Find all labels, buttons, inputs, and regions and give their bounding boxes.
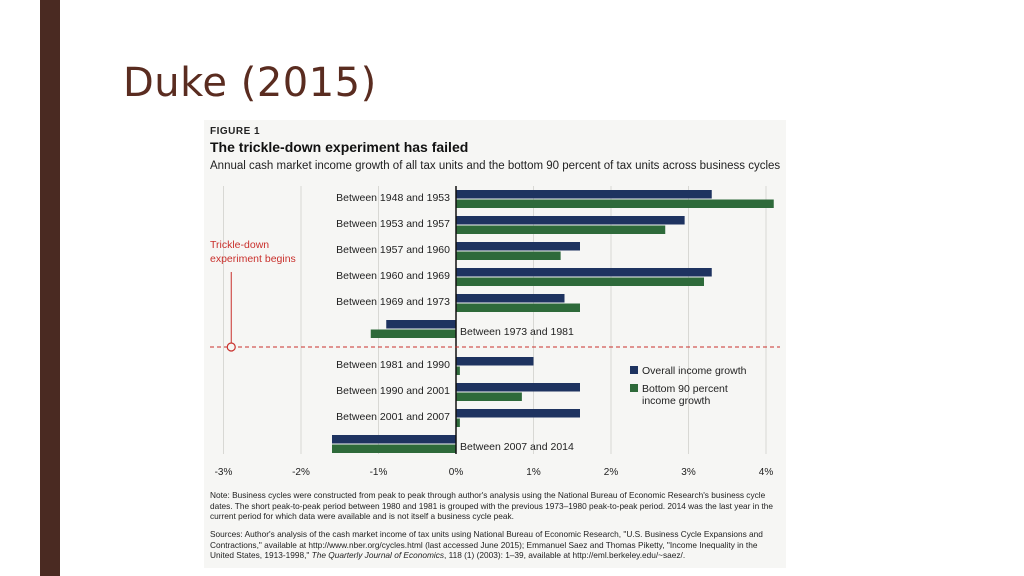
x-tick-label: 1% <box>526 467 541 478</box>
sources-text: Sources: Author's analysis of the cash m… <box>210 529 763 561</box>
category-labels: Between 1948 and 1953 Between 1953 and 19… <box>336 192 574 453</box>
figure-label: FIGURE 1 <box>210 126 261 137</box>
annotation: Trickle-down experiment begins <box>210 239 780 352</box>
bar-bottom90 <box>456 392 522 401</box>
chart-title: The trickle-down experiment has failed <box>210 139 469 155</box>
x-tick-label: -1% <box>370 467 388 478</box>
category-label: Between 1960 and 1969 <box>336 270 450 282</box>
annotation-text: experiment begins <box>210 253 296 265</box>
bar-bottom90 <box>456 303 580 312</box>
category-label: Between 1990 and 2001 <box>336 385 450 397</box>
sources-journal: The Quarterly Journal of Economics <box>311 550 445 561</box>
chart-subtitle: Annual cash market income growth of all … <box>210 160 781 172</box>
category-label: Between 2001 and 2007 <box>336 411 450 423</box>
bar-overall <box>456 357 534 366</box>
bar-overall <box>456 216 685 225</box>
bar-bottom90 <box>456 366 460 375</box>
slide-accent-bar <box>40 0 60 576</box>
category-label: Between 1981 and 1990 <box>336 359 450 371</box>
legend-label-bottom90-cont: income growth <box>642 395 710 407</box>
annotation-marker <box>226 342 236 352</box>
bar-bottom90 <box>370 329 456 338</box>
bar-overall <box>456 268 712 277</box>
category-label: Between 2007 and 2014 <box>460 441 574 453</box>
category-label: Between 1969 and 1973 <box>336 296 450 308</box>
x-tick-label: -3% <box>215 467 233 478</box>
figure: FIGURE 1 The trickle-down experiment has… <box>204 120 786 568</box>
gridlines <box>223 186 767 454</box>
bar-overall <box>456 242 580 251</box>
x-tick-label: 0% <box>449 467 464 478</box>
bars <box>332 190 774 453</box>
legend-swatch-overall <box>630 366 638 374</box>
x-axis: -3% -2% -1% 0% 1% 2% 3% 4% <box>215 186 774 478</box>
x-tick-label: 2% <box>604 467 619 478</box>
legend-label-overall: Overall income growth <box>642 365 747 377</box>
bar-bottom90 <box>456 277 704 286</box>
legend: Overall income growth Bottom 90 percentin… <box>630 365 747 407</box>
bar-bottom90 <box>332 444 456 453</box>
bar-overall <box>456 383 580 392</box>
slide-title: Duke (2015) <box>123 60 377 106</box>
bar-overall <box>456 190 712 199</box>
bar-overall <box>456 409 580 418</box>
annotation-text: Trickle-down <box>210 239 269 251</box>
bar-bottom90 <box>456 199 774 208</box>
x-tick-label: 3% <box>681 467 696 478</box>
bar-overall <box>386 320 456 329</box>
bar-bottom90 <box>456 225 666 234</box>
bar-bottom90 <box>456 251 561 260</box>
figure-sources: Sources: Author's analysis of the cash m… <box>210 529 780 561</box>
legend-label-bottom90: Bottom 90 percent <box>642 383 728 395</box>
x-tick-label: 4% <box>759 467 774 478</box>
bar-overall <box>456 294 565 303</box>
category-label: Between 1973 and 1981 <box>460 326 574 338</box>
category-label: Between 1957 and 1960 <box>336 244 450 256</box>
bar-bottom90 <box>456 418 460 427</box>
x-tick-label: -2% <box>292 467 310 478</box>
bar-chart: Between 1948 and 1953 Between 1953 and 19… <box>210 186 780 478</box>
figure-note: Note: Business cycles were constructed f… <box>210 490 774 522</box>
category-label: Between 1948 and 1953 <box>336 192 450 204</box>
sources-text-end: , 118 (1) (2003): 1–39, available at htt… <box>444 550 686 561</box>
legend-swatch-bottom90 <box>630 384 638 392</box>
category-label: Between 1953 and 1957 <box>336 218 450 230</box>
bar-overall <box>332 435 456 444</box>
